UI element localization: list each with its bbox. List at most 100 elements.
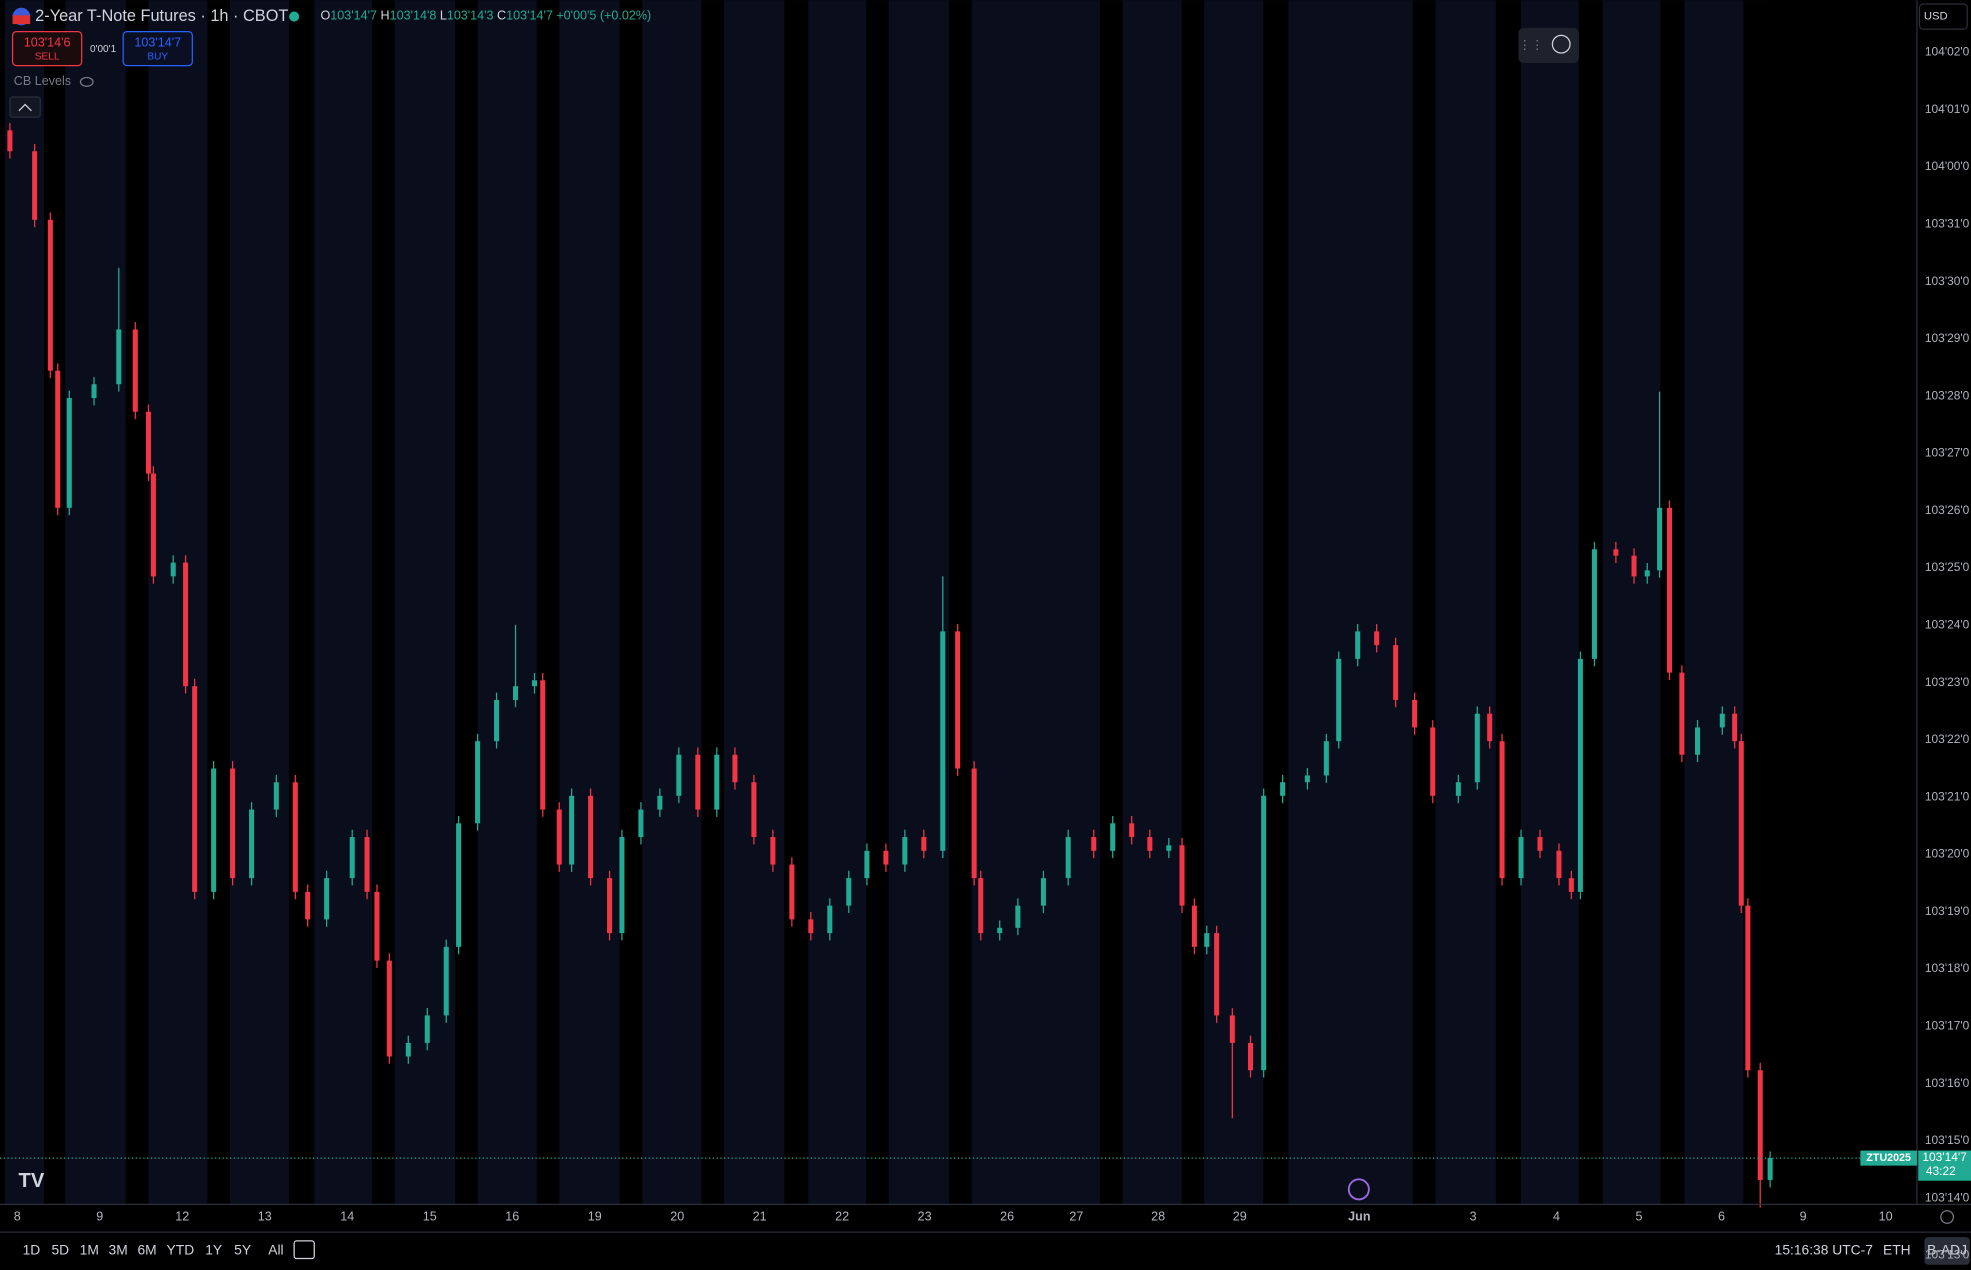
candle-body — [1247, 1042, 1253, 1071]
range-button[interactable]: 1M — [80, 1242, 99, 1258]
candle-body — [556, 809, 562, 865]
x-tick-label: 16 — [505, 1209, 519, 1223]
candle-body — [1091, 837, 1097, 851]
status-dot — [289, 11, 300, 22]
candle-body — [1280, 782, 1286, 796]
candle-body — [921, 837, 927, 851]
closed-session — [1181, 0, 1205, 1205]
buy-button[interactable]: 103'14'7 BUY — [122, 31, 193, 67]
settings-icon[interactable] — [1940, 1210, 1955, 1224]
candle-body — [619, 837, 625, 934]
currency[interactable]: USD — [1924, 11, 1948, 23]
candle-body — [1455, 782, 1461, 796]
currency-box[interactable] — [1918, 3, 1968, 30]
x-tick-label: Jun — [1348, 1209, 1370, 1223]
x-tick-label: 10 — [1879, 1209, 1893, 1223]
y-tick-label: 103'17'0 — [1925, 1018, 1970, 1032]
candle-body — [1499, 741, 1505, 879]
candle-body — [1657, 507, 1663, 571]
event-icon[interactable] — [1347, 1178, 1370, 1201]
candle-body — [1679, 672, 1685, 755]
y-tick-label: 103'31'0 — [1925, 216, 1970, 230]
hide-icon[interactable] — [79, 76, 94, 87]
candle-body — [1229, 1015, 1235, 1043]
range-button[interactable]: 5D — [52, 1242, 70, 1258]
range-button[interactable]: 1Y — [205, 1242, 222, 1258]
floating-toolbar[interactable] — [1518, 27, 1579, 64]
x-tick-label: 9 — [96, 1209, 103, 1223]
candle-body — [1568, 878, 1574, 892]
ohlc-key: C — [497, 9, 506, 23]
candle-body — [1191, 905, 1197, 947]
chart-title[interactable]: 2-Year T-Note Futures · 1h · CBOT — [35, 7, 288, 25]
candle-body — [513, 686, 519, 700]
candle-body — [424, 1015, 430, 1043]
candle-body — [714, 754, 720, 810]
calendar-icon[interactable] — [293, 1240, 315, 1260]
candle-body — [607, 878, 613, 934]
x-tick-label: 29 — [1233, 1209, 1247, 1223]
range-button[interactable]: 6M — [137, 1242, 156, 1258]
y-tick-label: 103'21'0 — [1925, 789, 1970, 803]
indicator-name[interactable]: CB Levels — [14, 74, 71, 88]
candle-body — [1374, 631, 1380, 646]
buy-box[interactable] — [122, 31, 193, 67]
sell-price[interactable]: 103'14'6 — [24, 35, 71, 49]
candle-body — [324, 878, 330, 920]
adjust-box[interactable] — [1924, 1237, 1970, 1265]
x-tick-label: 20 — [670, 1209, 684, 1223]
sell-box[interactable] — [11, 31, 83, 67]
bottom-toolbar — [0, 1232, 1971, 1270]
y-tick-label: 103'16'0 — [1925, 1076, 1970, 1090]
range-button[interactable]: 3M — [109, 1242, 128, 1258]
closed-session — [701, 0, 725, 1205]
x-tick-label: 22 — [835, 1209, 849, 1223]
clock[interactable]: 15:16:38 UTC-7 — [1775, 1242, 1873, 1258]
candle-body — [1613, 549, 1619, 556]
plot-area — [7, 123, 1773, 1208]
range-button[interactable]: All — [268, 1242, 283, 1258]
candle-body — [1537, 837, 1543, 851]
closed-session — [1495, 0, 1521, 1205]
candle-body — [494, 699, 500, 742]
candle-body — [1719, 713, 1725, 728]
candle-body — [211, 768, 217, 892]
candle-body — [1147, 837, 1153, 851]
session-button[interactable]: ETH — [1883, 1242, 1911, 1258]
buy-price[interactable]: 103'14'7 — [134, 35, 181, 49]
x-tick-label: 3 — [1470, 1209, 1477, 1223]
candle-body — [846, 878, 852, 906]
candle-body — [170, 562, 176, 577]
drag-handle[interactable]: ⋮⋮ — [1518, 38, 1543, 52]
candle-body — [1487, 713, 1493, 742]
candle-body — [7, 130, 13, 152]
range-button[interactable]: YTD — [167, 1242, 195, 1258]
range-button[interactable]: 1D — [23, 1242, 41, 1258]
y-tick-label: 104'02'0 — [1925, 45, 1970, 59]
x-tick-label: 15 — [423, 1209, 437, 1223]
x-tick-label: 21 — [753, 1209, 767, 1223]
range-button[interactable]: 5Y — [234, 1242, 251, 1258]
favorite-icon[interactable] — [1551, 34, 1571, 54]
session-shading — [0, 0, 1770, 1205]
candle-body — [789, 864, 795, 920]
sell-button[interactable]: 103'14'6 SELL — [11, 31, 83, 67]
y-tick-label: 103'18'0 — [1925, 961, 1970, 975]
symbol-label: ZTU2025 — [1866, 1152, 1911, 1164]
closed-session — [619, 0, 643, 1205]
candle-body — [1110, 823, 1116, 851]
candle-body — [1556, 850, 1562, 879]
collapse-button[interactable] — [9, 96, 41, 118]
ohlc-value: 103'14'7 — [330, 9, 377, 23]
y-tick-label: 103'23'0 — [1925, 675, 1970, 689]
closed-session — [866, 0, 889, 1205]
ohlc-value: 103'14'7 — [506, 9, 553, 23]
buy-label[interactable]: BUY — [147, 51, 168, 62]
candle-body — [883, 850, 889, 865]
sell-label[interactable]: SELL — [35, 51, 60, 62]
candle-body — [456, 823, 462, 947]
candle-body — [47, 219, 53, 371]
ohlc-key: O — [321, 9, 331, 23]
adjust-button[interactable]: B-ADJ — [1927, 1242, 1967, 1258]
